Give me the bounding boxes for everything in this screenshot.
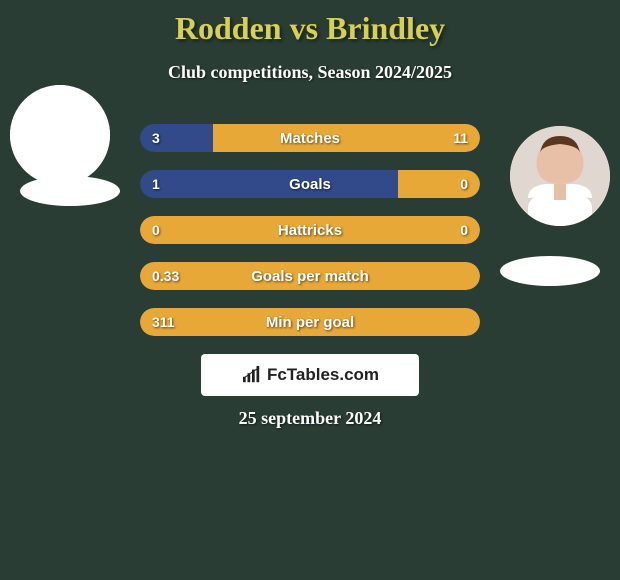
stat-label: Matches [140,124,480,152]
player2-avatar [510,126,610,226]
date-label: 25 september 2024 [239,408,382,429]
player2-team-badge [500,256,600,286]
stat-label: Goals [140,170,480,198]
stat-row: Goals1 0 [140,170,480,198]
stat-value-p1: 0 [152,216,160,244]
stat-value-p2: 0 [460,170,468,198]
stats-bars: Matches311Goals10Hattricks00Goals per ma… [140,124,480,354]
player1-team-badge [20,176,120,206]
attribution-badge: FcTables.com [201,354,419,396]
stat-label: Hattricks [140,216,480,244]
attribution-text: FcTables.com [267,365,379,385]
stat-value-p1: 1 [152,170,160,198]
stat-label: Goals per match [140,262,480,290]
stat-value-p1: 0.33 [152,262,179,290]
stat-value-p1: 311 [152,308,175,336]
player1-avatar-placeholder [10,85,110,185]
player1-avatar [10,85,110,185]
subtitle: Club competitions, Season 2024/2025 [168,62,452,83]
stat-row: Min per goal311 [140,308,480,336]
page-title: Rodden vs Brindley [175,10,445,47]
chart-icon [241,366,263,384]
stat-row: Hattricks0 0 [140,216,480,244]
stat-label: Min per goal [140,308,480,336]
stat-row: Matches3 11 [140,124,480,152]
stat-value-p2: 0 [460,216,468,244]
stat-value-p2: 11 [453,124,468,152]
stat-row: Goals per match0.33 [140,262,480,290]
stat-value-p1: 3 [152,124,160,152]
player2-avatar-photo [510,126,610,226]
